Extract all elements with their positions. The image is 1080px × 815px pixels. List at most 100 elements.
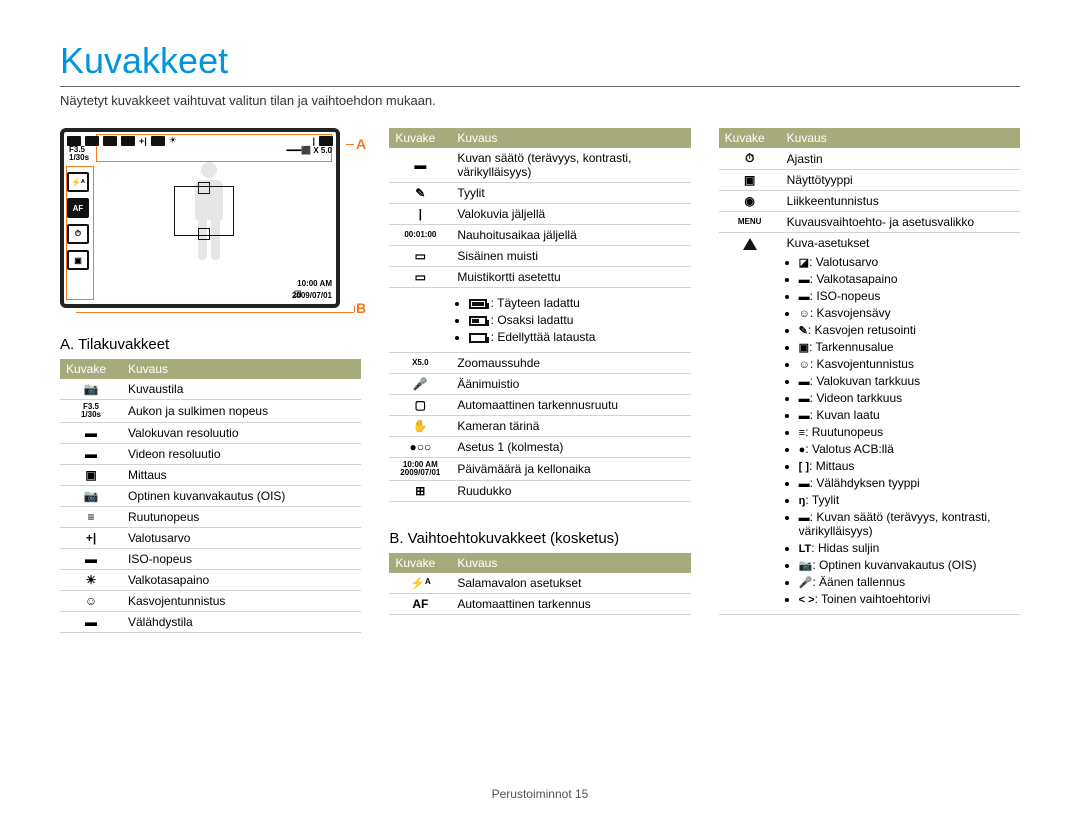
setting-item: ▬: Kuvan säätö (terävyys, kontrasti, vär…	[799, 510, 1014, 538]
desc-cell: Zoomaussuhde	[451, 353, 690, 374]
section-a-title: A. Tilakuvakkeet	[60, 336, 361, 353]
icon-cell: 📷	[60, 379, 122, 400]
icon-cell: ▬	[60, 423, 122, 444]
desc-cell: Tyylit	[451, 183, 690, 204]
icon-cell: ●○○	[389, 437, 451, 458]
battery-item: : Osaksi ladattu	[469, 313, 684, 327]
setting-item: LT: Hidas suljin	[799, 541, 1014, 555]
icon-cell: F3.51/30s	[60, 400, 122, 423]
th-desc: Kuvaus	[451, 128, 690, 148]
th-desc: Kuvaus	[781, 128, 1020, 148]
desc-cell: Automaattinen tarkennusruutu	[451, 395, 690, 416]
icon-cell: ⚡ᴬ	[389, 573, 451, 594]
th-icon: Kuvake	[389, 128, 451, 148]
timer-icon: ⏱	[67, 224, 89, 244]
icon-cell: ▬	[389, 148, 451, 183]
desc-cell: Kuvan säätö (terävyys, kontrasti, väriky…	[451, 148, 690, 183]
camera-screen-mock: +|☀ | F3.51/30s ━━━⬛ X 5.0 ⚡ᴬ AF ⏱ ▣ 10:…	[60, 128, 361, 308]
af-icon: AF	[67, 198, 89, 218]
icon-cell: ≡	[60, 507, 122, 528]
setting-item: ≡: Ruutunopeus	[799, 425, 1014, 439]
icon-cell: X5.0	[389, 353, 451, 374]
setting-item: ▬: Välähdyksen tyyppi	[799, 476, 1014, 490]
label-b: B	[356, 300, 366, 316]
page-subtitle: Näytetyt kuvakkeet vaihtuvat valitun til…	[60, 93, 1020, 108]
shutter: 1/30s	[69, 153, 89, 162]
icon-cell: ✎	[389, 183, 451, 204]
setting-item: ŋ: Tyylit	[799, 493, 1014, 507]
th-icon: Kuvake	[719, 128, 781, 148]
setting-item: ▬: Valkotasapaino	[799, 272, 1014, 286]
desc-cell: Valkotasapaino	[122, 570, 361, 591]
table-b2: KuvakeKuvaus ⏱Ajastin▣Näyttötyyppi◉Liikk…	[719, 128, 1020, 615]
icon-cell: ☀	[60, 570, 122, 591]
table-a: KuvakeKuvaus 📷KuvaustilaF3.51/30sAukon j…	[60, 359, 361, 633]
icon-cell: ◉	[719, 191, 781, 212]
icon-cell: ▭	[389, 246, 451, 267]
icon-cell: +|	[60, 528, 122, 549]
column-3: KuvakeKuvaus ⏱Ajastin▣Näyttötyyppi◉Liikk…	[719, 128, 1020, 633]
setting-item: ●: Valotus ACB:llä	[799, 442, 1014, 456]
desc-cell: Sisäinen muisti	[451, 246, 690, 267]
desc-cell: Automaattinen tarkennus	[451, 594, 690, 615]
battery-item: : Täyteen ladattu	[469, 296, 684, 310]
icon-cell: ⏱	[719, 148, 781, 170]
setting-item: 🎤: Äänen tallennus	[799, 575, 1014, 589]
rule	[60, 86, 1020, 87]
desc-cell: Ruudukko	[451, 481, 690, 502]
setting-item: [ ]: Mittaus	[799, 459, 1014, 473]
desc-cell: Valotusarvo	[122, 528, 361, 549]
desc-cell: Liikkeentunnistus	[781, 191, 1020, 212]
icon-cell: ▣	[719, 170, 781, 191]
setting-item: 📷: Optinen kuvanvakautus (OIS)	[799, 558, 1014, 572]
desc-cell: Muistikortti asetettu	[451, 267, 690, 288]
icon-cell: 00:01:00	[389, 225, 451, 246]
desc-cell: Kasvojentunnistus	[122, 591, 361, 612]
page-title: Kuvakkeet	[60, 40, 1020, 82]
page-footer: Perustoiminnot 15	[0, 787, 1080, 801]
icon-cell: 10:00 AM2009/07/01	[389, 458, 451, 481]
icon-cell: |	[389, 204, 451, 225]
desc-cell: Valokuvia jäljellä	[451, 204, 690, 225]
icon-cell: ▬	[60, 549, 122, 570]
desc-cell: Äänimuistio	[451, 374, 690, 395]
table-a2: KuvakeKuvaus ▬Kuvan säätö (terävyys, kon…	[389, 128, 690, 502]
setting-item: ▬: Kuvan laatu	[799, 408, 1014, 422]
table-b: KuvakeKuvaus ⚡ᴬSalamavalon asetuksetAFAu…	[389, 553, 690, 615]
setting-item: ▬: ISO-nopeus	[799, 289, 1014, 303]
desc-cell: Nauhoitusaikaa jäljellä	[451, 225, 690, 246]
setting-item: ▣: Tarkennusalue	[799, 340, 1014, 354]
desc-cell: Näyttötyyppi	[781, 170, 1020, 191]
icon-cell: ▭	[389, 267, 451, 288]
icon-cell: ▢	[389, 395, 451, 416]
section-b-title: B. Vaihtoehtokuvakkeet (kosketus)	[389, 530, 690, 547]
th-desc: Kuvaus	[451, 553, 690, 573]
zoom: X 5.0	[313, 146, 332, 155]
desc-cell: Salamavalon asetukset	[451, 573, 690, 594]
icon-cell: ⊞	[389, 481, 451, 502]
th-icon: Kuvake	[389, 553, 451, 573]
setting-item: ☺: Kasvojentunnistus	[799, 357, 1014, 371]
desc-cell: Optinen kuvanvakautus (OIS)	[122, 486, 361, 507]
icon-cell: ✋	[389, 416, 451, 437]
setting-item: ☺: Kasvojensävy	[799, 306, 1014, 320]
setting-item: ◪: Valotusarvo	[799, 255, 1014, 269]
th-icon: Kuvake	[60, 359, 122, 379]
triangle-up-icon	[743, 238, 757, 250]
setting-item: ▬: Valokuvan tarkkuus	[799, 374, 1014, 388]
icon-cell: 📷	[60, 486, 122, 507]
column-1: +|☀ | F3.51/30s ━━━⬛ X 5.0 ⚡ᴬ AF ⏱ ▣ 10:…	[60, 128, 361, 633]
desc-cell: Kuvausvaihtoehto- ja asetusvalikko	[781, 212, 1020, 233]
setting-item: ✎: Kasvojen retusointi	[799, 323, 1014, 337]
label-a: A	[356, 136, 366, 152]
icon-cell: ▣	[60, 465, 122, 486]
desc-cell: Välähdystila	[122, 612, 361, 633]
desc-cell: Kuvaustila	[122, 379, 361, 400]
icon-cell: ▬	[60, 444, 122, 465]
desc-cell: Valokuvan resoluutio	[122, 423, 361, 444]
desc-cell: Mittaus	[122, 465, 361, 486]
disp-icon: ▣	[67, 250, 89, 270]
desc-cell: Ajastin	[781, 148, 1020, 170]
setting-item: ▬: Videon tarkkuus	[799, 391, 1014, 405]
desc-cell: Päivämäärä ja kellonaika	[451, 458, 690, 481]
